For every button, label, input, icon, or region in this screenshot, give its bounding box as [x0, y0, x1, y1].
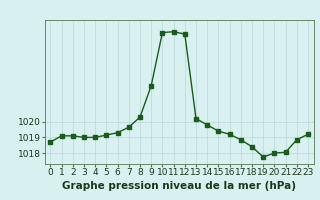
- X-axis label: Graphe pression niveau de la mer (hPa): Graphe pression niveau de la mer (hPa): [62, 181, 296, 191]
